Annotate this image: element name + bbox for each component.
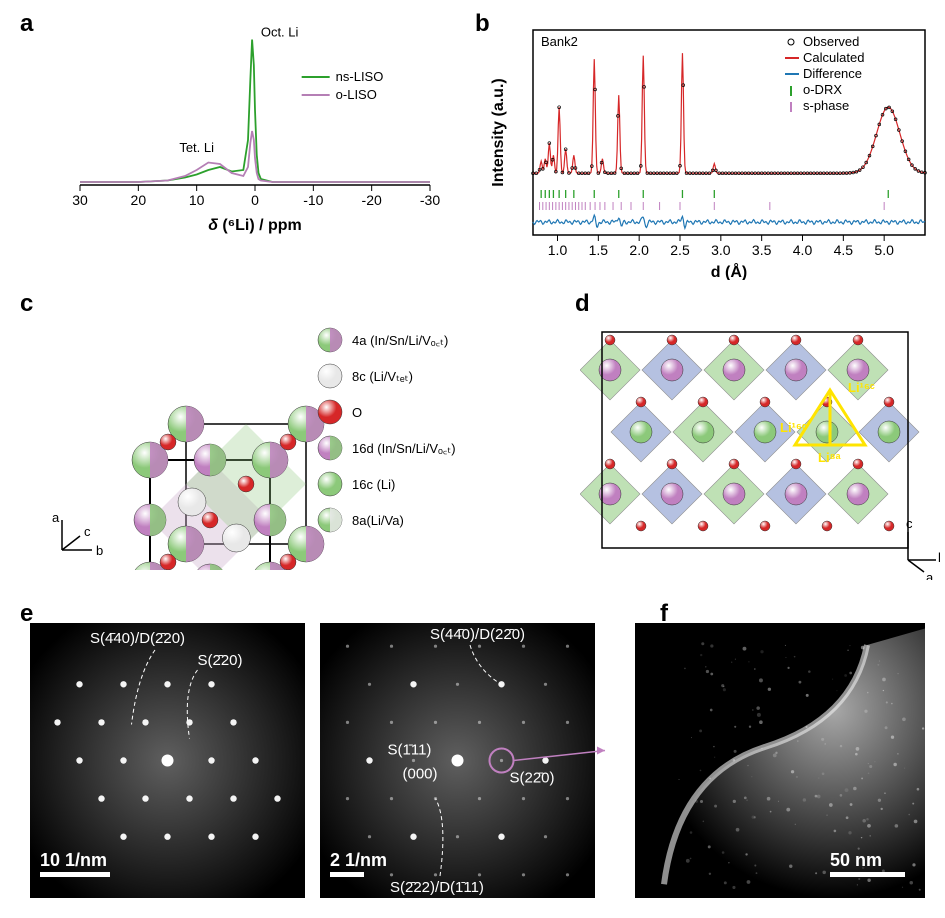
svg-text:d (Å): d (Å) (711, 262, 747, 280)
svg-text:-10: -10 (303, 192, 323, 208)
svg-text:-20: -20 (362, 192, 382, 208)
svg-text:3.5: 3.5 (752, 242, 772, 258)
svg-text:S(1̄11): S(1̄11) (388, 742, 432, 759)
svg-text:b: b (938, 550, 940, 565)
svg-text:1.5: 1.5 (589, 242, 609, 258)
svg-text:4.5: 4.5 (834, 242, 854, 258)
panel-e: S(4̄40)/D(2̄20) S(2̄20) 10 1/nm S(44̄0)/D(2… (30, 615, 610, 905)
svg-text:5.0: 5.0 (874, 242, 894, 258)
svg-text:O: O (352, 405, 362, 420)
svg-text:o-DRX: o-DRX (803, 82, 842, 97)
svg-text:S(44̄0)/D(22̄0): S(44̄0)/D(22̄0) (430, 626, 525, 643)
svg-text:10 1/nm: 10 1/nm (40, 850, 107, 870)
svg-text:2 1/nm: 2 1/nm (330, 850, 387, 870)
svg-text:Intensity (a.u.): Intensity (a.u.) (490, 78, 507, 186)
svg-text:c: c (906, 516, 913, 531)
svg-text:20: 20 (131, 192, 147, 208)
panel-b: 1.0 1.5 2.0 2.5 3.0 3.5 4.0 4.5 5.0 d (Å) Intensit… (485, 20, 935, 280)
svg-text:16c (Li): 16c (Li) (352, 477, 395, 492)
svg-text:a: a (926, 570, 934, 580)
svg-text:Observed: Observed (803, 34, 859, 49)
svg-text:S(2̄20): S(2̄20) (198, 652, 243, 669)
svg-text:16d (In/Sn/Li/Vₒ꜀ₜ): 16d (In/Sn/Li/Vₒ꜀ₜ) (352, 441, 456, 456)
svg-text:2.5: 2.5 (670, 242, 690, 258)
svg-text:-30: -30 (420, 192, 440, 208)
svg-text:Oct. Li: Oct. Li (261, 25, 299, 40)
panel-a: 30 20 10 0 -10 -20 -30 δ (⁶Li) / ppm Oct. Li Tet.… (30, 25, 450, 235)
svg-text:2.0: 2.0 (629, 242, 649, 258)
panel-f: 50 nm (635, 615, 935, 905)
svg-text:Tet. Li: Tet. Li (179, 140, 214, 155)
svg-text:Calculated: Calculated (803, 50, 864, 65)
svg-text:o-LISO: o-LISO (336, 87, 377, 102)
svg-text:8a(Li/Va): 8a(Li/Va) (352, 513, 404, 528)
svg-text:Bank2: Bank2 (541, 34, 578, 49)
svg-text:Li⁸ᵃ: Li⁸ᵃ (818, 450, 841, 465)
svg-text:Li¹⁶ᶜ: Li¹⁶ᶜ (848, 380, 875, 395)
svg-text:30: 30 (72, 192, 88, 208)
svg-text:1.0: 1.0 (548, 242, 568, 258)
svg-text:0: 0 (251, 192, 259, 208)
panel-d: Li¹⁶ᶜ Li¹⁶ᶜ Li⁸ᵃ c ba (580, 300, 940, 580)
svg-text:ns-LISO: ns-LISO (336, 69, 384, 84)
panel-c: a bc 4a (In/Sn/Li/Vₒ꜀ₜ) 8c (Li/Vₜₑₜ) O 16d (I… (30, 300, 570, 570)
svg-text:c: c (84, 524, 91, 539)
svg-text:a: a (52, 510, 60, 525)
svg-text:(000): (000) (403, 766, 438, 783)
svg-text:8c (Li/Vₜₑₜ): 8c (Li/Vₜₑₜ) (352, 369, 413, 384)
svg-text:δ (⁶Li) / ppm: δ (⁶Li) / ppm (208, 217, 302, 234)
svg-text:Difference: Difference (803, 66, 862, 81)
svg-text:S(2̄22)/D(1̄11): S(2̄22)/D(1̄11) (390, 879, 484, 896)
svg-text:4.0: 4.0 (793, 242, 813, 258)
svg-text:S(22̄0): S(22̄0) (510, 770, 555, 787)
svg-text:3.0: 3.0 (711, 242, 731, 258)
svg-text:10: 10 (189, 192, 205, 208)
svg-text:b: b (96, 543, 103, 558)
svg-text:s-phase: s-phase (803, 98, 849, 113)
svg-text:50 nm: 50 nm (830, 850, 882, 870)
svg-text:Li¹⁶ᶜ: Li¹⁶ᶜ (780, 420, 807, 435)
svg-text:S(4̄40)/D(2̄20): S(4̄40)/D(2̄20) (90, 630, 185, 647)
svg-text:4a (In/Sn/Li/Vₒ꜀ₜ): 4a (In/Sn/Li/Vₒ꜀ₜ) (352, 333, 448, 348)
